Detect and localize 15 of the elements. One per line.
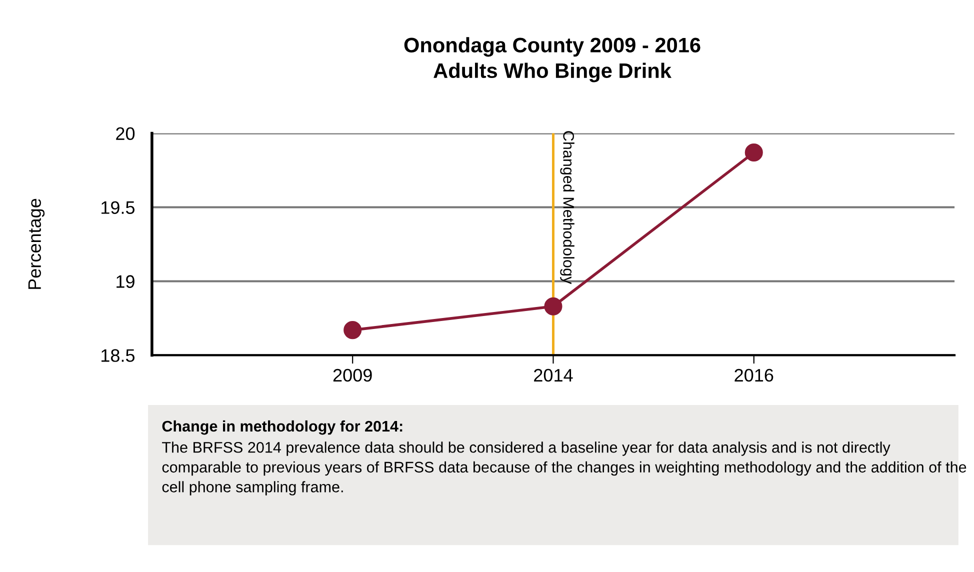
y-tick-label: 18.5 — [102, 349, 135, 362]
x-tick-label: 2009 — [333, 368, 372, 382]
y-axis-title: Percentage — [28, 198, 45, 289]
point — [344, 321, 362, 340]
y-tick-label: 19.5 — [102, 201, 135, 214]
x-tick-label: 2016 — [734, 368, 774, 382]
x-tick-label: 2014 — [534, 368, 573, 382]
y-tick-label: 20 — [116, 127, 135, 140]
text: Change in methodology for 2014: — [162, 420, 402, 435]
ref-line-label: Changed Methodology — [560, 131, 574, 284]
point — [544, 297, 562, 316]
text: The BRFSS 2014 prevalence data should be considered a baseline year for data analysis and is not directly comparable to previous years of BRFSS data because of the changes in weighting methodology and the addition of the cell phone sampling frame. — [162, 442, 966, 496]
chart-title: Onondaga County 2009 - 2016 Adults Who Binge Drink — [404, 37, 700, 82]
point — [744, 143, 763, 162]
y-tick-label: 19 — [116, 275, 134, 288]
